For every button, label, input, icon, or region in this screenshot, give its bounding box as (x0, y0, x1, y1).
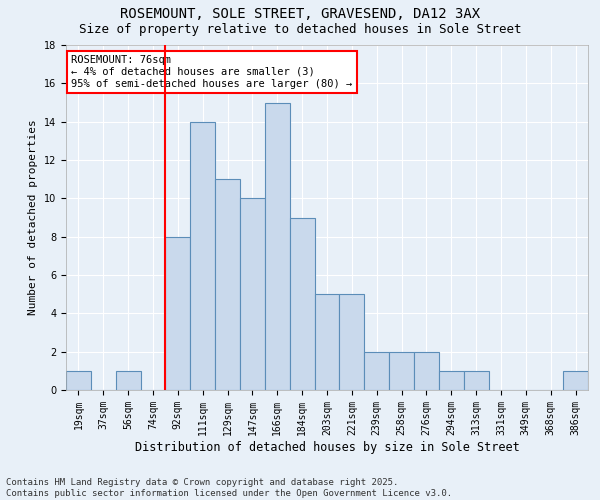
Bar (166, 236, 190, 390)
X-axis label: Distribution of detached houses by size in Sole Street: Distribution of detached houses by size … (134, 440, 520, 454)
Bar (314, 294, 340, 390)
Bar (116, 371, 140, 390)
Bar (364, 352, 389, 390)
Bar (265, 102, 290, 390)
Bar (190, 122, 215, 390)
Bar (563, 371, 588, 390)
Bar (439, 371, 464, 390)
Bar (464, 371, 488, 390)
Text: ROSEMOUNT, SOLE STREET, GRAVESEND, DA12 3AX: ROSEMOUNT, SOLE STREET, GRAVESEND, DA12 … (120, 8, 480, 22)
Y-axis label: Number of detached properties: Number of detached properties (28, 120, 38, 316)
Bar (66, 371, 91, 390)
Text: ROSEMOUNT: 76sqm
← 4% of detached houses are smaller (3)
95% of semi-detached ho: ROSEMOUNT: 76sqm ← 4% of detached houses… (71, 56, 352, 88)
Bar (240, 198, 265, 390)
Bar (414, 352, 439, 390)
Bar (340, 294, 364, 390)
Bar (215, 179, 240, 390)
Bar (290, 218, 314, 390)
Bar (389, 352, 414, 390)
Text: Size of property relative to detached houses in Sole Street: Size of property relative to detached ho… (79, 22, 521, 36)
Text: Contains HM Land Registry data © Crown copyright and database right 2025.
Contai: Contains HM Land Registry data © Crown c… (6, 478, 452, 498)
